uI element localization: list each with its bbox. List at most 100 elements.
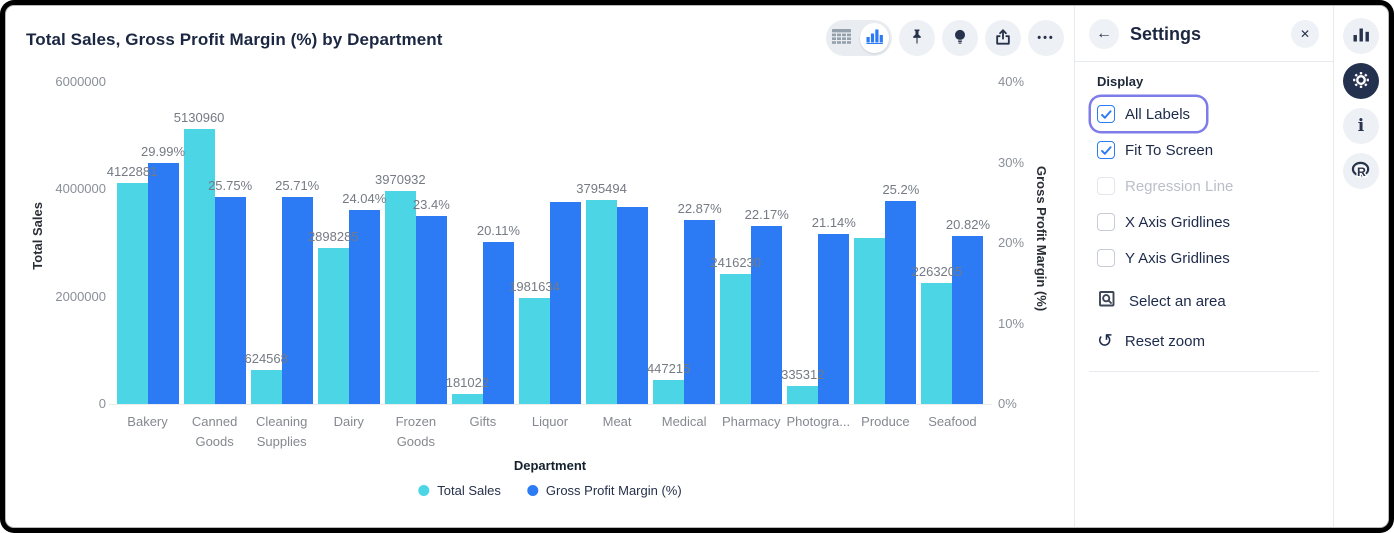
bar-value-label: 25.75% [208,177,253,193]
right-axis-title: Gross Profit Margin (%) [1034,166,1049,312]
settings-header: ← Settings ✕ [1075,6,1333,61]
checkbox-label: Fit To Screen [1125,141,1214,159]
legend: Total Sales Gross Profit Margin (%) [418,483,682,498]
legend-swatch-icon [526,485,538,496]
bar-value-label: 3970932 [375,171,426,187]
checkbox-row-fit-to-screen[interactable]: Fit To Screen [1091,133,1229,167]
bar-total-sales[interactable] [586,200,618,404]
bar-total-sales[interactable] [384,190,416,404]
checkbox-row-regression-line: Regression Line [1091,169,1249,203]
back-button[interactable]: ← [1089,19,1119,49]
x-axis-category-label: Bakery [127,414,168,429]
bar-value-label: 20.11% [476,223,520,239]
rail-r-logo-button[interactable]: R [1343,153,1379,189]
checkbox-row-all-labels[interactable]: All Labels [1091,97,1206,131]
rail-settings-button[interactable] [1343,63,1379,99]
display-section-label: Display [1097,74,1144,89]
bar-gross-profit-margin[interactable] [281,197,313,404]
bar-value-label: 1981634 [509,278,560,294]
bar-value-label: 29.99% [140,143,186,159]
panel-bottom-divider [1089,371,1319,372]
bar-total-sales[interactable] [183,128,215,404]
bar-value-label: 5130960 [173,109,225,125]
checkbox-label: All Labels [1125,105,1191,123]
x-axis-category-label: Dairy [333,414,364,429]
plot-area[interactable]: 4122881 29.99% 5130960 25.75% 624568 25.71% 28… [107,82,992,405]
bar-total-sales[interactable] [720,274,752,404]
bar-gross-profit-margin[interactable] [885,201,917,404]
bar-gross-profit-margin[interactable] [482,242,514,404]
checked-checkbox-icon[interactable] [1097,105,1115,123]
pin-button[interactable] [899,20,935,56]
settings-title: Settings [1130,23,1202,44]
close-button[interactable]: ✕ [1291,20,1319,48]
bar-total-sales[interactable] [519,297,550,404]
chart-view-button[interactable] [860,23,889,53]
bar-gross-profit-margin[interactable] [147,162,179,404]
bar-total-sales[interactable] [451,394,483,404]
bar-chart-icon [1353,28,1370,45]
bar-value-label: 3795494 [576,181,627,197]
header-divider [1075,61,1333,62]
bar-total-sales[interactable] [317,248,349,404]
svg-text:R: R [1357,164,1366,178]
table-view-button[interactable] [826,20,857,56]
unchecked-checkbox-icon[interactable] [1097,213,1115,231]
legend-item: Gross Profit Margin (%) [526,483,682,498]
ellipsis-icon: ••• [1037,32,1055,44]
bar-total-sales[interactable] [653,380,685,404]
checkbox-row-x-axis-gridlines[interactable]: X Axis Gridlines [1091,205,1246,239]
bar-value-label: 181022 [445,375,490,391]
bar-value-label: 2898285 [307,229,359,245]
share-button[interactable] [985,20,1021,56]
rail-info-button[interactable]: i [1343,108,1379,144]
info-icon: i [1357,116,1365,136]
bar-gross-profit-margin[interactable] [751,225,783,404]
checkbox-label: Regression Line [1125,177,1234,195]
bar-total-sales[interactable] [854,237,886,404]
bar-gross-profit-margin[interactable] [952,236,984,404]
checked-checkbox-icon[interactable] [1097,141,1115,159]
bar-total-sales[interactable] [250,370,282,404]
x-axis-category-label: Seafood [928,414,977,429]
bar-gross-profit-margin[interactable] [617,206,649,404]
r-logo-icon: R [1350,159,1372,184]
select-area-action[interactable]: Select an area [1097,285,1333,318]
legend-swatch-icon [418,485,430,496]
area-select-icon [1097,289,1117,314]
reset-zoom-label: Reset zoom [1124,333,1205,350]
legend-label: Total Sales [437,483,501,498]
bar-total-sales[interactable] [921,282,953,404]
bar-gross-profit-margin[interactable] [348,210,380,404]
left-axis-tick-label: 2000000 [55,288,106,304]
right-axis-tick-label: 0% [998,396,1017,411]
more-options-button[interactable]: ••• [1028,20,1064,56]
checkbox-row-y-axis-gridlines[interactable]: Y Axis Gridlines [1091,241,1246,275]
display-options: All Labels Fit To Screen Regression Line X … [1075,97,1333,275]
bar-value-label: 447215 [646,361,691,376]
x-axis-category-label: Gifts [469,414,497,429]
bar-total-sales[interactable] [787,386,819,404]
bar-gross-profit-margin[interactable] [214,196,246,404]
bar-gross-profit-margin[interactable] [415,215,447,404]
left-axis-title: Total Sales [30,202,45,270]
insights-button[interactable] [942,20,978,56]
legend-label: Gross Profit Margin (%) [545,483,682,498]
bar-total-sales[interactable] [116,182,148,404]
bar-gross-profit-margin[interactable] [684,219,716,404]
share-export-icon [993,27,1013,50]
bar-value-label: 25.2% [882,182,920,198]
page-title: Total Sales, Gross Profit Margin (%) by … [26,30,443,49]
bar-value-label: 20.82% [945,217,990,233]
bar-value-label: 22.17% [744,206,789,222]
bar-gross-profit-margin[interactable] [818,233,850,404]
bar-value-label: 4122881 [106,163,158,179]
reset-zoom-action[interactable]: ↺ Reset zoom [1097,328,1333,355]
rail-chart-button[interactable] [1343,18,1379,54]
reset-zoom-icon: ↺ [1097,331,1113,352]
x-axis-category-label: Canned Goods [191,414,238,449]
x-axis-category-label: Frozen Goods [395,414,437,449]
pin-icon [907,27,927,50]
bar-gross-profit-margin[interactable] [550,201,581,404]
unchecked-checkbox-icon[interactable] [1097,249,1115,267]
